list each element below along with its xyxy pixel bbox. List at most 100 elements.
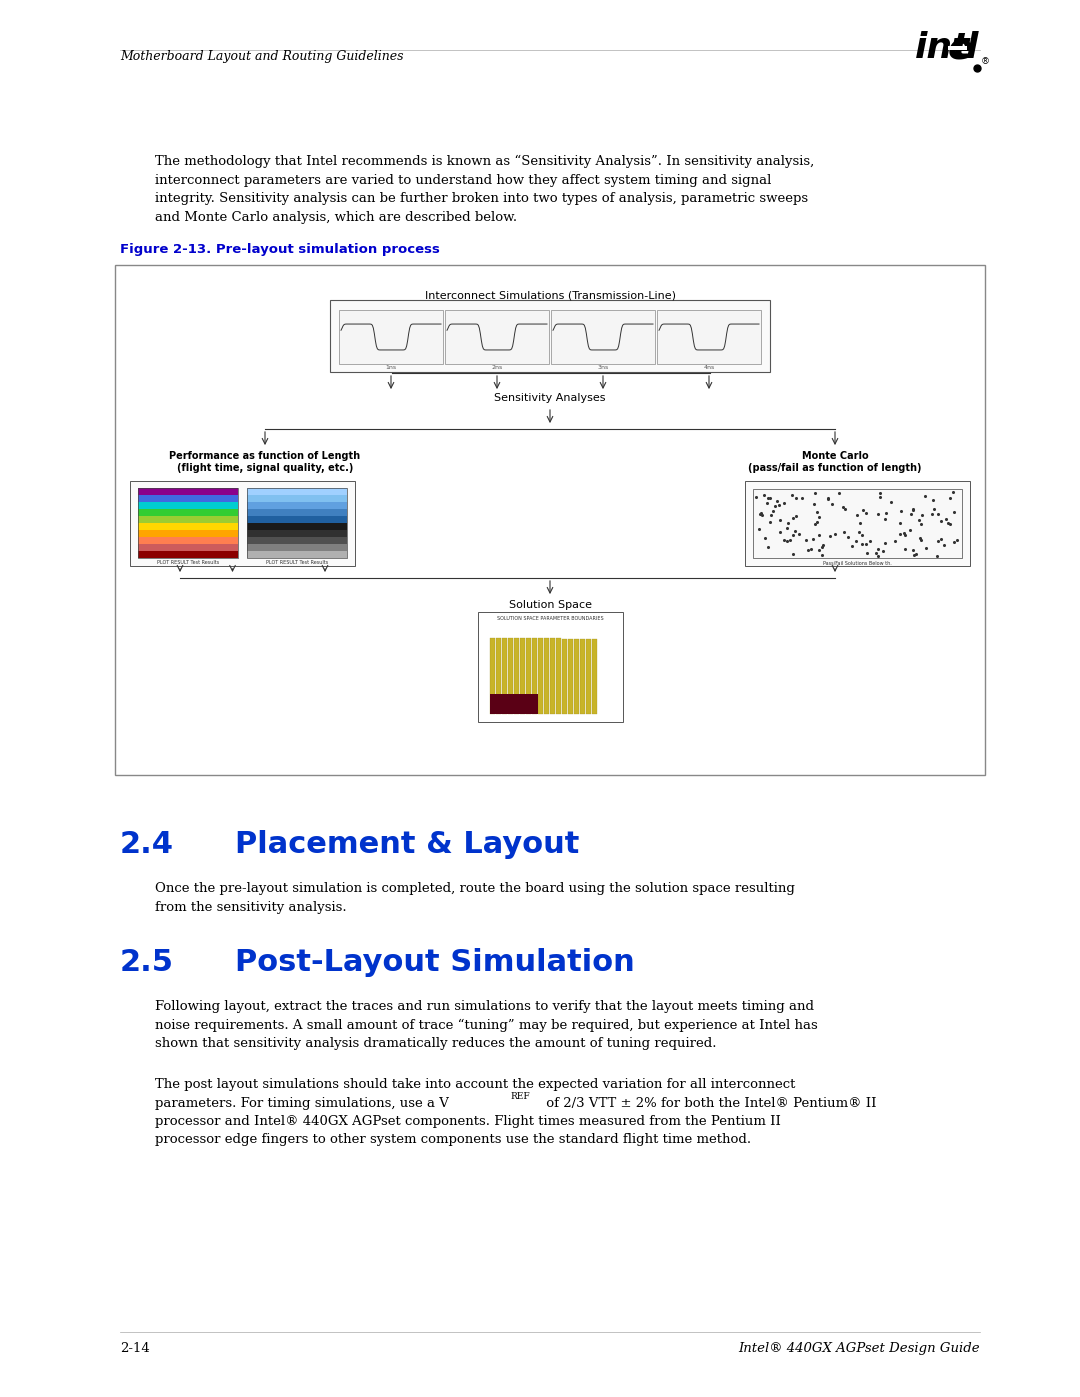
Point xyxy=(941,513,958,535)
Bar xyxy=(330,300,770,372)
Point xyxy=(780,513,797,535)
Point xyxy=(811,539,828,562)
Point xyxy=(762,504,780,527)
Point xyxy=(859,542,876,564)
Point xyxy=(868,542,886,564)
Point xyxy=(787,506,805,528)
Bar xyxy=(247,522,347,529)
Bar xyxy=(130,481,355,566)
Point xyxy=(806,493,823,515)
Point xyxy=(948,529,966,552)
Bar xyxy=(526,638,531,714)
Bar xyxy=(556,638,562,714)
Bar xyxy=(502,637,508,714)
Bar xyxy=(138,550,238,557)
Point xyxy=(813,536,831,559)
Text: The post layout simulations should take into account the expected variation for : The post layout simulations should take … xyxy=(156,1078,795,1091)
Text: of 2/3 VTT ± 2% for both the Intel® Pentium® II: of 2/3 VTT ± 2% for both the Intel® Pent… xyxy=(542,1097,877,1109)
Text: Placement & Layout: Placement & Layout xyxy=(235,830,579,859)
Point xyxy=(784,543,801,566)
Point xyxy=(870,486,888,509)
Point xyxy=(759,535,777,557)
Point xyxy=(753,502,770,524)
Point xyxy=(809,502,826,524)
Text: processor edge fingers to other system components use the standard flight time m: processor edge fingers to other system c… xyxy=(156,1133,751,1147)
Point xyxy=(869,503,887,525)
Point xyxy=(835,521,852,543)
Bar xyxy=(551,310,654,365)
Bar xyxy=(568,638,573,714)
Point xyxy=(877,509,894,531)
Point xyxy=(882,490,900,513)
Point xyxy=(784,524,801,546)
Point xyxy=(891,522,908,545)
Point xyxy=(923,489,941,511)
Bar xyxy=(247,529,347,536)
Point xyxy=(794,486,811,509)
Bar xyxy=(514,638,519,714)
Text: 2-14: 2-14 xyxy=(120,1343,150,1355)
Point xyxy=(939,511,956,534)
Point xyxy=(907,542,924,564)
Point xyxy=(789,522,807,545)
Point xyxy=(851,521,868,543)
Point xyxy=(912,527,929,549)
Point xyxy=(807,513,824,535)
Bar xyxy=(339,310,443,365)
Point xyxy=(822,525,839,548)
Bar xyxy=(138,509,238,515)
Point xyxy=(771,521,788,543)
Point xyxy=(896,524,914,546)
Point xyxy=(840,527,858,549)
Text: 2.5: 2.5 xyxy=(120,949,174,977)
Point xyxy=(910,509,928,531)
Point xyxy=(892,500,909,522)
Point xyxy=(809,511,826,534)
Point xyxy=(758,492,775,514)
Point xyxy=(895,522,913,545)
Point xyxy=(874,539,891,562)
Point xyxy=(924,497,942,520)
Point xyxy=(869,538,887,560)
Point xyxy=(823,492,840,514)
Bar xyxy=(247,495,347,502)
Bar xyxy=(247,488,347,495)
Point xyxy=(887,529,904,552)
Point xyxy=(837,497,854,520)
Bar xyxy=(508,638,513,714)
Bar xyxy=(580,638,585,714)
Text: Monte Carlo
(pass/fail as function of length): Monte Carlo (pass/fail as function of le… xyxy=(748,451,921,472)
Point xyxy=(797,529,814,552)
Point xyxy=(937,507,955,529)
Point xyxy=(945,500,962,522)
Point xyxy=(905,539,922,562)
Point xyxy=(843,535,861,557)
Point xyxy=(754,504,771,527)
Bar xyxy=(745,481,970,566)
Point xyxy=(913,529,930,552)
Text: ®: ® xyxy=(981,57,990,66)
Text: processor and Intel® 440GX AGPset components. Flight times measured from the Pen: processor and Intel® 440GX AGPset compon… xyxy=(156,1115,781,1127)
Point xyxy=(781,529,798,552)
Bar xyxy=(138,488,238,495)
Point xyxy=(917,536,934,559)
Point xyxy=(912,513,929,535)
Point xyxy=(901,520,918,542)
Bar xyxy=(477,612,622,722)
Bar xyxy=(445,310,549,365)
Bar xyxy=(138,529,238,536)
Point xyxy=(765,500,782,522)
Point xyxy=(914,504,931,527)
Point xyxy=(853,524,870,546)
Text: PLOT RESULT Test Results: PLOT RESULT Test Results xyxy=(157,560,219,564)
Point xyxy=(869,545,887,567)
Bar xyxy=(138,488,238,557)
Point xyxy=(810,506,827,528)
Text: 2ns: 2ns xyxy=(491,365,502,370)
Bar xyxy=(489,694,538,714)
Point xyxy=(804,528,821,550)
Text: Performance as function of Length
(flight time, signal quality, etc.): Performance as function of Length (fligh… xyxy=(170,451,361,472)
Bar xyxy=(531,638,538,714)
Point xyxy=(904,497,921,520)
Text: Solution Space: Solution Space xyxy=(509,599,592,610)
